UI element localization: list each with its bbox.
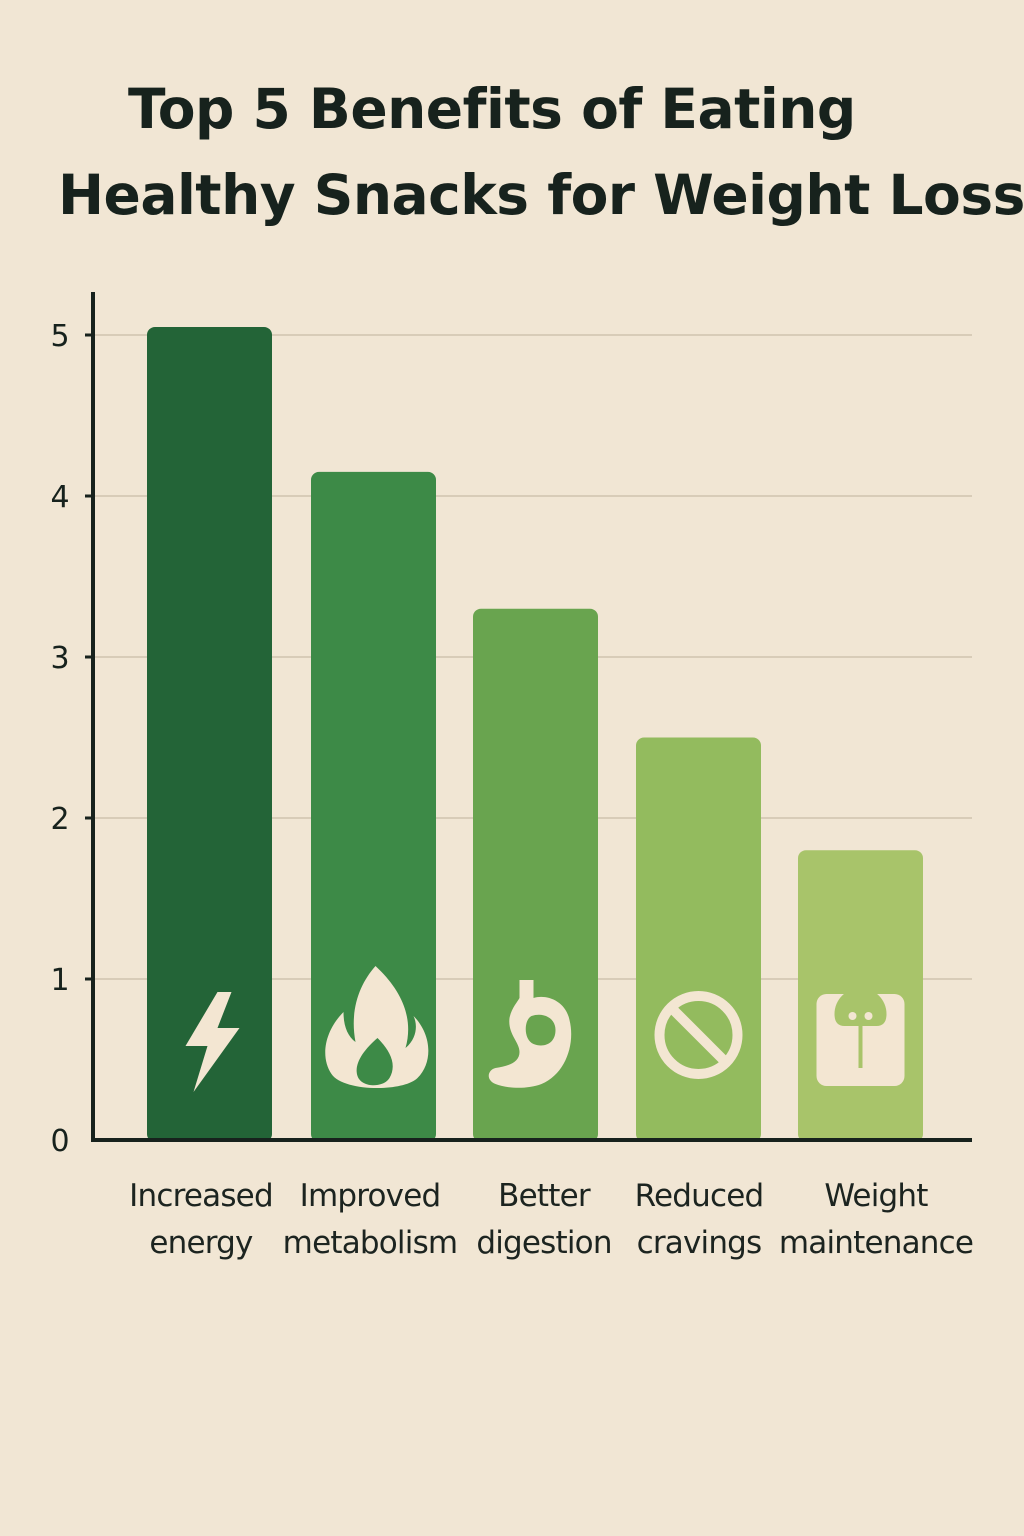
x-category-label-3-line-1: Better xyxy=(498,1178,591,1214)
stomach-icon xyxy=(488,980,572,1088)
y-tick-label-3: 3 xyxy=(50,641,69,676)
lightning-icon xyxy=(185,992,240,1092)
x-category-label-2-line-1: Improved xyxy=(300,1178,441,1214)
chart-title-line-1: Top 5 Benefits of Eating xyxy=(128,77,856,141)
x-category-label-2-line-2: metabolism xyxy=(283,1225,458,1261)
bar-3 xyxy=(473,608,598,1142)
y-tick-label-5: 5 xyxy=(50,319,69,354)
bar-4 xyxy=(636,737,761,1142)
bar-icons xyxy=(185,966,905,1092)
y-tick-label-1: 1 xyxy=(50,963,69,998)
x-category-label-3-line-2: digestion xyxy=(476,1225,611,1261)
x-category-label-4-line-2: cravings xyxy=(637,1225,762,1261)
axes xyxy=(91,292,972,1142)
no-sign-icon xyxy=(654,991,743,1079)
x-category-label-5-line-1: Weight xyxy=(824,1178,928,1214)
x-category-label-1-line-2: energy xyxy=(149,1225,253,1261)
scale-icon xyxy=(816,988,905,1086)
y-tick-label-4: 4 xyxy=(50,480,69,515)
category-labels: Increased energy Improved metabolism Better d… xyxy=(129,1178,974,1261)
bar-2 xyxy=(311,471,436,1143)
bar-1 xyxy=(147,326,272,1142)
x-category-label-5-line-2: maintenance xyxy=(779,1225,973,1261)
y-tick-label-0: 0 xyxy=(50,1124,69,1159)
x-category-label-1-line-1: Increased xyxy=(129,1178,273,1214)
flame-icon xyxy=(325,966,429,1089)
y-tick-label-2: 2 xyxy=(50,802,69,837)
chart-title-line-2: Healthy Snacks for Weight Loss xyxy=(58,163,1024,227)
y-axis-ticks: 0 1 2 3 4 5 xyxy=(50,319,93,1159)
x-category-label-4-line-1: Reduced xyxy=(635,1178,764,1214)
